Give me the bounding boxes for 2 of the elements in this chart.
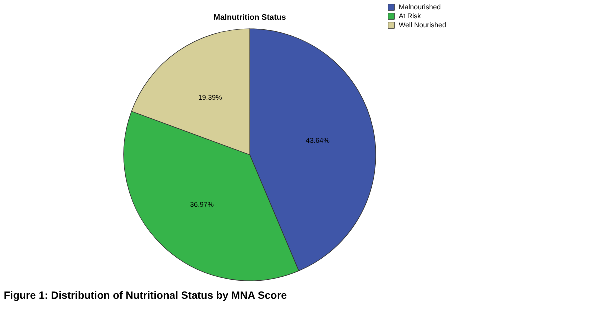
caption: Figure 1: Distribution of Nutritional Status by MNA Score bbox=[4, 290, 288, 302]
text: Malnutrition Status bbox=[214, 13, 287, 22]
